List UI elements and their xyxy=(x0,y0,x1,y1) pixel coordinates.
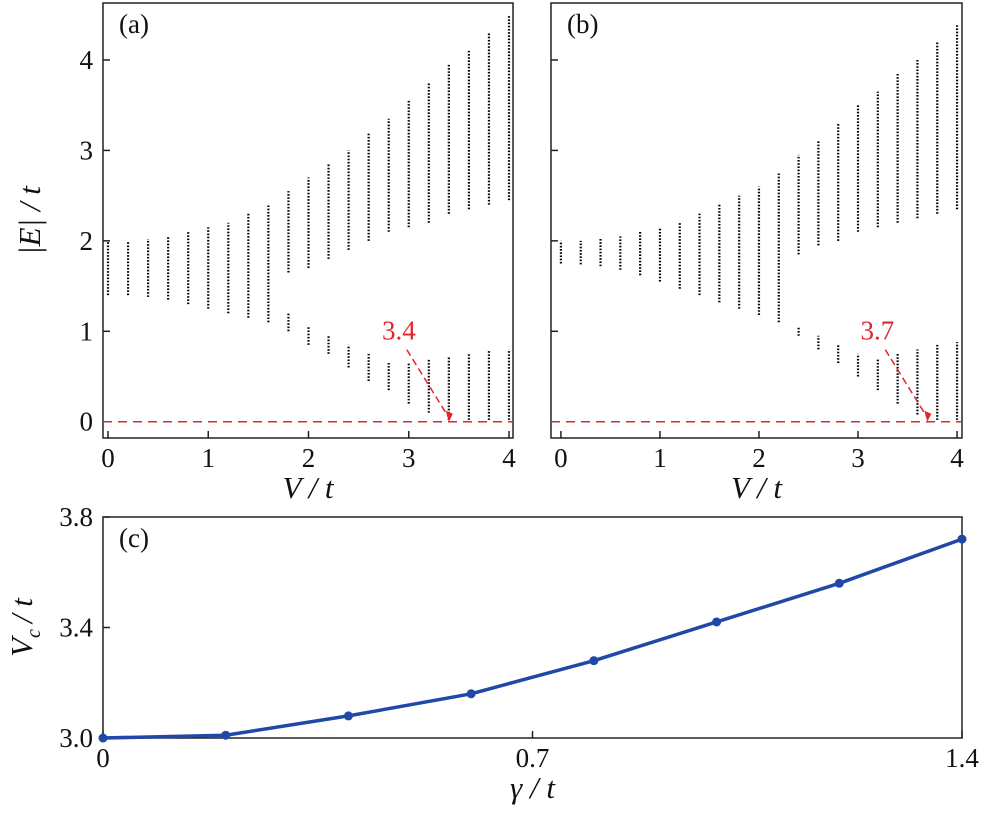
point xyxy=(221,730,231,740)
y-tick-label: 2 xyxy=(80,226,94,256)
arrow-head xyxy=(924,410,932,422)
y-tick-label: 3 xyxy=(80,135,94,165)
plot-frame xyxy=(102,516,963,739)
y-axis-label-main: V xyxy=(4,635,39,657)
y-tick-label: 3.8 xyxy=(59,502,93,532)
plot-frame xyxy=(550,2,963,439)
point xyxy=(712,617,722,627)
y-axis-label-sub: c xyxy=(23,629,45,638)
point xyxy=(343,711,353,721)
y-tick-label: 0 xyxy=(80,407,94,437)
point xyxy=(466,689,476,699)
y-tick-label: 4 xyxy=(80,45,94,75)
x-tick-label: 1 xyxy=(202,443,216,473)
x-tick-label: 0 xyxy=(101,443,115,473)
y-tick-label: 3.4 xyxy=(59,613,93,643)
x-tick-label: 2 xyxy=(752,443,766,473)
x-tick-label: 0 xyxy=(96,743,110,773)
x-axis-label: V / t xyxy=(282,470,334,505)
panel-label: (a) xyxy=(119,9,149,39)
x-tick-label: 3 xyxy=(851,443,865,473)
y-axis-label: Vc / t xyxy=(4,597,45,657)
arrow-head xyxy=(445,410,453,422)
point xyxy=(98,733,108,743)
y-tick-label: 1 xyxy=(80,316,94,346)
y-axis-label: |E| / t xyxy=(12,185,47,255)
annotation-arrow xyxy=(884,349,928,419)
panel-label: (c) xyxy=(119,523,149,553)
panel-label: (b) xyxy=(567,9,598,39)
annotation-arrow xyxy=(406,349,450,419)
annotation-text: 3.4 xyxy=(382,316,416,346)
x-tick-label: 2 xyxy=(302,443,316,473)
y-axis-label-rest: / t xyxy=(4,597,39,625)
x-tick-label: 0 xyxy=(554,443,568,473)
point xyxy=(834,578,844,588)
x-tick-label: 1 xyxy=(653,443,667,473)
x-tick-label: 0.7 xyxy=(516,743,550,773)
x-axis-label: V / t xyxy=(731,470,783,505)
x-tick-label: 3 xyxy=(402,443,416,473)
point xyxy=(957,534,967,544)
x-tick-label: 4 xyxy=(502,443,516,473)
point xyxy=(589,656,599,666)
x-axis-label: γ / t xyxy=(510,770,556,805)
annotation-text: 3.7 xyxy=(860,316,894,346)
x-tick-label: 4 xyxy=(950,443,964,473)
x-tick-label: 1.4 xyxy=(945,743,979,773)
curve xyxy=(102,537,963,740)
y-tick-label: 3.0 xyxy=(59,723,93,753)
plot-frame xyxy=(102,2,514,439)
